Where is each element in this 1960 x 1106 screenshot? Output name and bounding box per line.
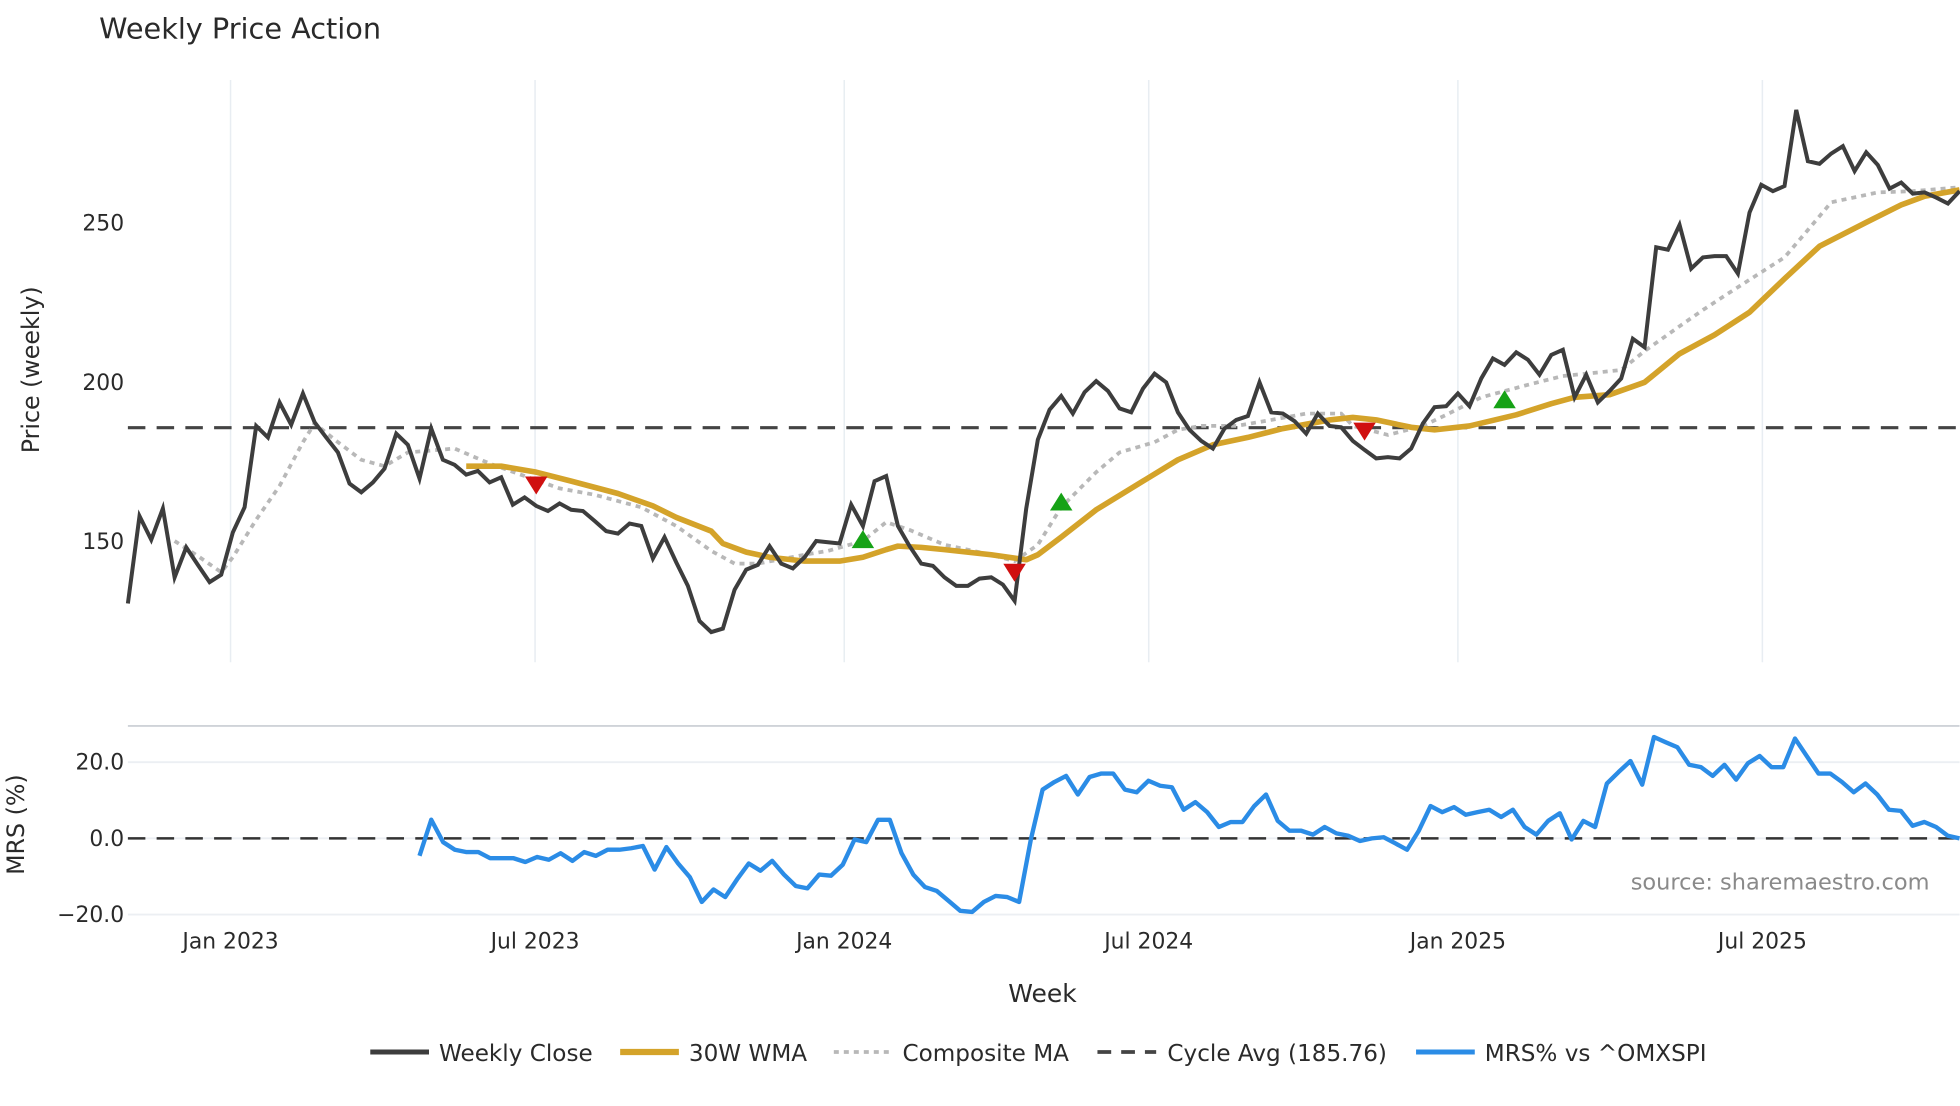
legend: Weekly Close 30W WMA Composite MA Cycle Avg… xyxy=(370,1041,1707,1067)
sell-signal-triangle-down-icon xyxy=(1003,563,1026,582)
legend-item-cycle: Cycle Avg (185.76) xyxy=(1097,1041,1387,1067)
legend-label: Cycle Avg (185.76) xyxy=(1167,1041,1387,1067)
chart-title: Weekly Price Action xyxy=(99,12,381,46)
mrs-y-tick-label: 20.0 xyxy=(75,751,124,776)
mrs-plot-area xyxy=(127,734,1960,915)
buy-signal-triangle-up-icon xyxy=(1049,492,1073,511)
composite-ma-line xyxy=(173,185,1960,575)
legend-label: Composite MA xyxy=(903,1041,1070,1067)
price-gridlines xyxy=(229,79,1764,663)
price-y-axis-label: Price (weekly) xyxy=(17,286,45,453)
legend-label: Weekly Close xyxy=(439,1041,593,1067)
legend-item-wma: 30W WMA xyxy=(620,1041,807,1067)
mrs-y-tick-label: 0.0 xyxy=(89,827,124,852)
x-tick-label: Jan 2023 xyxy=(180,929,278,954)
price-plot-area xyxy=(125,109,1960,635)
mrs-y-axis-label: MRS (%) xyxy=(2,774,30,875)
y-tick-label: 150 xyxy=(82,530,124,555)
legend-label: MRS% vs ^OMXSPI xyxy=(1485,1041,1707,1067)
y-tick-label: 250 xyxy=(82,212,124,237)
x-axis-label: Week xyxy=(1008,979,1077,1008)
weekly-close-line xyxy=(125,109,1960,635)
sell-signal-triangle-down-icon xyxy=(1353,422,1376,441)
x-tick-label: Jan 2024 xyxy=(794,929,892,954)
buy-signal-triangle-up-icon xyxy=(1493,390,1516,409)
x-tick-label: Jul 2025 xyxy=(1716,929,1807,954)
legend-item-mrs: MRS% vs ^OMXSPI xyxy=(1416,1041,1707,1067)
wma-30w-line xyxy=(466,187,1960,564)
y-tick-label: 200 xyxy=(82,371,124,396)
legend-item-close: Weekly Close xyxy=(370,1041,593,1067)
signal-markers xyxy=(524,390,1516,582)
legend-item-composite: Composite MA xyxy=(833,1041,1070,1067)
x-tick-label: Jul 2023 xyxy=(489,929,580,954)
mrs-y-axis: −20.0 0.0 20.0 xyxy=(57,751,124,928)
mrs-line xyxy=(417,734,1960,915)
source-annotation: source: sharemaestro.com xyxy=(1631,870,1930,896)
buy-signal-triangle-up-icon xyxy=(851,530,875,549)
mrs-y-tick-label: −20.0 xyxy=(57,903,124,928)
x-axis: Jan 2023 Jul 2023 Jan 2024 Jul 2024 Jan 2025… xyxy=(180,929,1806,954)
sell-signal-triangle-down-icon xyxy=(524,476,548,495)
legend-label: 30W WMA xyxy=(689,1041,807,1067)
price-y-axis: 150 200 250 xyxy=(82,212,124,556)
x-tick-label: Jul 2024 xyxy=(1102,929,1193,954)
x-tick-label: Jan 2025 xyxy=(1408,929,1506,954)
